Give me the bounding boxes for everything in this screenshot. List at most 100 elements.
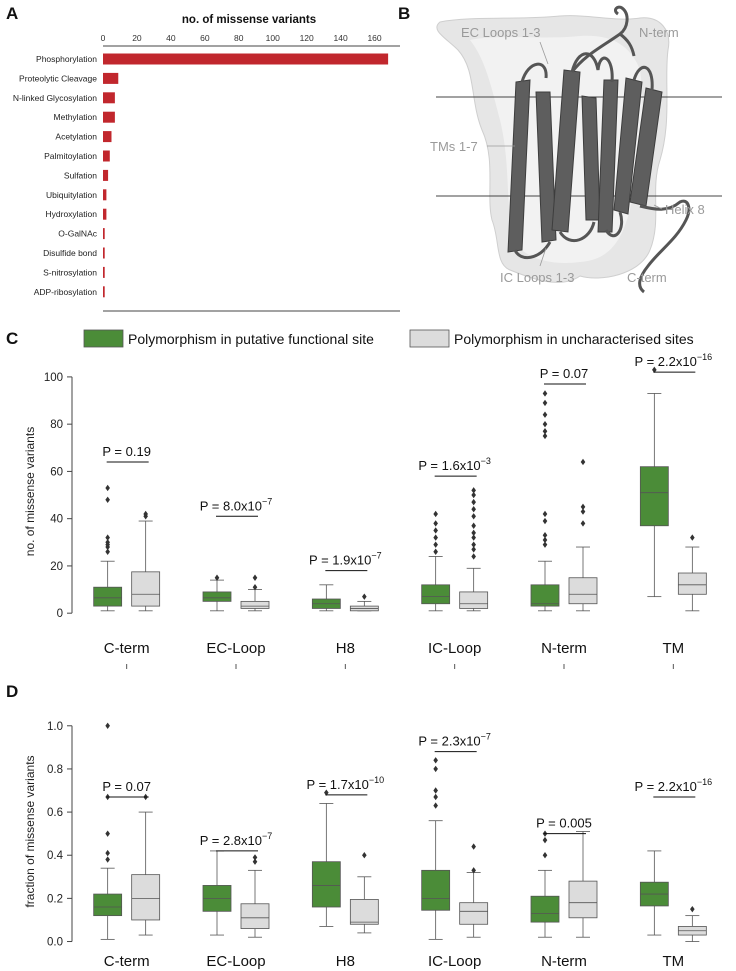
- outlier-uncharacterised: [471, 534, 476, 541]
- helix-3: [551, 69, 581, 233]
- outlier-uncharacterised: [362, 852, 367, 859]
- panel-a-category-label: Sulfation: [64, 170, 97, 180]
- legend-swatch-uncharacterised: [409, 329, 450, 348]
- outlier-functional: [433, 541, 438, 548]
- label-c-term: C-term: [627, 270, 667, 285]
- label-helix-8: Helix 8: [665, 202, 705, 217]
- helix-2: [535, 91, 557, 243]
- y-tick-label: 60: [50, 466, 63, 478]
- p-value-label: P = 0.07: [102, 779, 151, 794]
- category-label: TM: [662, 640, 684, 657]
- y-tick-label: 0.0: [47, 937, 63, 949]
- label-leaders: [487, 41, 663, 267]
- y-tick-label: 0.8: [47, 764, 63, 776]
- label-ec-loops: EC Loops 1-3: [461, 25, 541, 40]
- y-tick-label: 1.0: [47, 721, 63, 733]
- outlier-uncharacterised: [252, 854, 258, 861]
- legend-label-functional: Polymorphism in putative functional site: [128, 331, 374, 347]
- p-value-text: P = 0.19: [102, 444, 151, 459]
- outlier-uncharacterised: [471, 491, 476, 499]
- legend-swatch-functional: [83, 329, 124, 348]
- leader-helix8: [653, 204, 663, 210]
- p-value-label: P = 2.3x10−7: [418, 732, 491, 749]
- panel-label-d: D: [6, 682, 18, 701]
- outlier-functional: [433, 548, 438, 555]
- outlier-functional: [542, 532, 548, 539]
- outlier-functional: [105, 856, 110, 863]
- category-label: EC-Loop: [206, 953, 265, 970]
- panel-a-bar: [103, 72, 119, 84]
- outlier-uncharacterised: [252, 858, 258, 865]
- panel-a-tick-label: 40: [166, 33, 176, 43]
- panel-a-category-label: ADP-ribosylation: [34, 287, 98, 297]
- legend: Polymorphism in putative functional site…: [83, 329, 694, 348]
- leader-ec: [539, 41, 549, 65]
- outlier-uncharacterised: [143, 510, 148, 518]
- category-label: C-term: [104, 640, 150, 657]
- outlier-uncharacterised: [471, 541, 476, 548]
- outlier-uncharacterised: [580, 520, 586, 527]
- y-tick-label: 0.4: [47, 850, 64, 862]
- outlier-functional: [105, 534, 110, 541]
- category-group-h8: P = 1.9x10−7 H8: [309, 551, 382, 669]
- y-axis-label: fraction of missense variants: [23, 755, 37, 907]
- outlier-uncharacterised: [471, 522, 476, 529]
- outlier-functional: [542, 836, 548, 844]
- outlier-functional: [542, 510, 548, 518]
- y-tick-label: 0: [57, 608, 63, 620]
- p-value-text: P = 2.2x10: [635, 354, 697, 369]
- outlier-uncharacterised: [580, 508, 586, 515]
- category-group-ic-loop: P = 2.3x10−7 IC-Loop: [418, 732, 491, 970]
- y-tick-label: 100: [44, 372, 63, 384]
- box-functional: [421, 869, 451, 911]
- box-uncharacterised: [459, 902, 489, 925]
- p-value-text: P = 2.3x10: [418, 734, 480, 749]
- panel-a-category-label: Proteolytic Cleavage: [19, 73, 97, 83]
- category-label: IC-Loop: [428, 640, 481, 657]
- box-functional: [311, 861, 341, 908]
- panel-a-bar: [103, 150, 110, 162]
- box-uncharacterised: [568, 577, 598, 605]
- p-value-exponent: −16: [697, 777, 712, 787]
- y-tick-label: 80: [50, 419, 63, 431]
- outlier-uncharacterised: [471, 867, 476, 874]
- category-label: N-term: [541, 640, 587, 657]
- helix-6: [613, 77, 643, 215]
- category-label: TM: [662, 953, 684, 970]
- ic-loop-path: [513, 211, 623, 259]
- p-value-exponent: −7: [481, 732, 491, 742]
- panel-d-boxplot: 0.0 0.2 0.4 0.6 0.8 1.0 fraction of missense v…: [23, 721, 712, 970]
- p-value-exponent: −3: [481, 456, 491, 466]
- category-label: N-term: [541, 953, 587, 970]
- p-value-label: P = 1.7x10−10: [307, 775, 385, 792]
- panel-a-bar: [103, 247, 105, 259]
- outlier-uncharacterised: [580, 458, 586, 466]
- panel-a-category-label: Hydroxylation: [46, 209, 98, 219]
- outlier-functional: [214, 574, 220, 581]
- panel-a-category-label: Disulfide bond: [43, 248, 97, 258]
- outlier-functional: [433, 510, 438, 518]
- y-tick-label: 0.6: [47, 807, 63, 819]
- category-group-ic-loop: P = 1.6x10−3 IC-Loop: [418, 456, 491, 669]
- outlier-functional: [433, 765, 438, 773]
- y-tick-label: 20: [50, 561, 63, 573]
- outlier-functional: [542, 420, 548, 428]
- category-label: H8: [336, 640, 355, 657]
- category-group-tm: P = 2.2x10−16 TM: [635, 352, 712, 669]
- outlier-functional: [433, 520, 438, 527]
- panel-a-category-label: Palmitoylation: [44, 151, 97, 161]
- panel-a-category-label: Methylation: [54, 112, 98, 122]
- outlier-functional: [105, 722, 110, 729]
- p-value-label: P = 2.8x10−7: [200, 831, 273, 848]
- panel-a-tick-label: 140: [334, 33, 348, 43]
- panel-a-category-label: S-nitrosylation: [43, 267, 97, 277]
- panel-a-category-label: N-linked Glycosylation: [13, 93, 97, 103]
- panel-a-bar: [103, 111, 115, 123]
- category-group-ec-loop: P = 8.0x10−7 EC-Loop: [200, 496, 272, 669]
- outlier-functional: [542, 411, 548, 418]
- outlier-functional: [105, 548, 110, 555]
- label-tms: TMs 1-7: [430, 139, 478, 154]
- panel-a-bar: [103, 53, 389, 65]
- outlier-uncharacterised: [471, 498, 476, 506]
- outlier-uncharacterised: [252, 583, 258, 591]
